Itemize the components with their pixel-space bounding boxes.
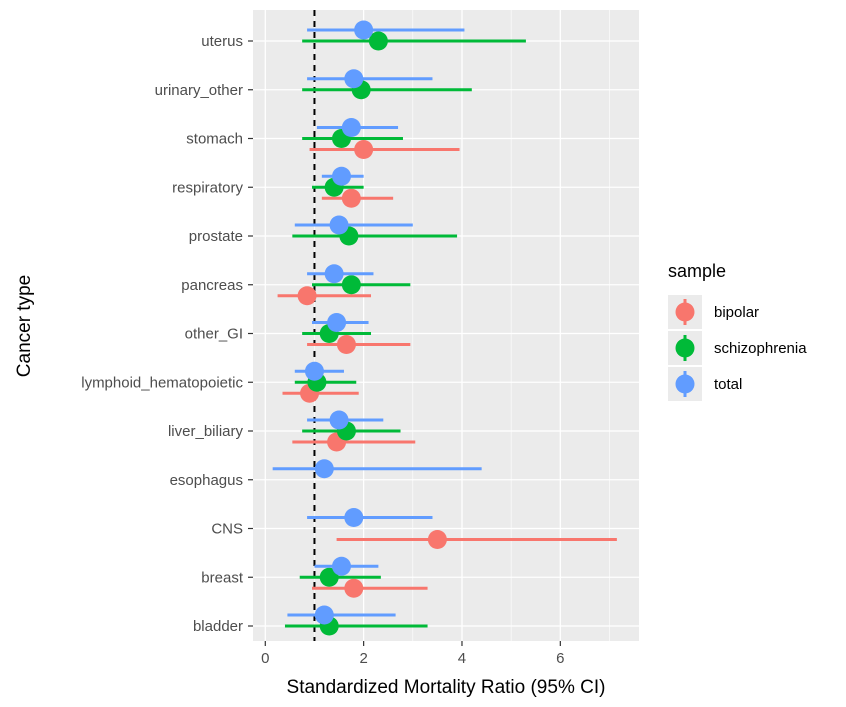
- legend-label-schizophrenia: schizophrenia: [714, 340, 807, 357]
- point-total-CNS: [344, 508, 364, 527]
- y-tick-label: urinary_other: [155, 82, 243, 99]
- y-tick-label: prostate: [189, 228, 243, 245]
- y-tick-label: CNS: [211, 521, 243, 538]
- plot-panel: [253, 10, 639, 641]
- legend-key-point: [675, 374, 695, 394]
- x-tick-label: 6: [556, 650, 564, 667]
- y-tick-label: other_GI: [185, 326, 243, 343]
- point-total-esophagus: [314, 459, 334, 479]
- point-bipolar-stomach: [354, 140, 374, 159]
- point-total-respiratory: [332, 166, 352, 186]
- point-total-pancreas: [324, 264, 344, 284]
- x-tick-label: 0: [261, 650, 269, 667]
- x-axis-title: Standardized Mortality Ratio (95% CI): [287, 677, 606, 698]
- series-bipolar: [277, 140, 617, 598]
- y-tick-label: liver_biliary: [168, 423, 244, 440]
- point-total-urinary_other: [344, 69, 364, 89]
- point-schizophrenia-pancreas: [341, 275, 361, 295]
- point-total-breast: [332, 556, 352, 576]
- point-total-liver_biliary: [329, 410, 349, 430]
- y-tick-label: stomach: [186, 131, 243, 148]
- point-total-uterus: [354, 20, 374, 40]
- legend-title: sample: [668, 261, 726, 281]
- x-tick-label: 4: [458, 650, 466, 667]
- series-total: [272, 20, 482, 625]
- x-axis: 0 2 4 6: [261, 641, 564, 667]
- y-tick-label: bladder: [193, 618, 243, 635]
- data-marks: [272, 20, 617, 636]
- y-tick-label: respiratory: [172, 179, 243, 196]
- y-tick-label: lymphoid_hematopoietic: [81, 374, 243, 391]
- y-tick-label: uterus: [201, 33, 243, 50]
- point-schizophrenia-uterus: [368, 31, 388, 51]
- y-axis-title: Cancer type: [14, 275, 35, 377]
- x-tick-label: 2: [359, 650, 367, 667]
- legend-label-bipolar: bipolar: [714, 304, 759, 321]
- point-bipolar-other_GI: [336, 335, 356, 354]
- point-bipolar-pancreas: [297, 286, 317, 306]
- legend-label-total: total: [714, 376, 742, 393]
- point-total-other_GI: [327, 313, 347, 332]
- point-schizophrenia-breast: [319, 567, 339, 587]
- point-total-stomach: [341, 118, 361, 137]
- y-tick-label: esophagus: [170, 472, 243, 489]
- legend-key-point: [675, 338, 695, 358]
- y-tick-label: breast: [201, 569, 244, 586]
- point-bipolar-breast: [344, 578, 364, 598]
- point-bipolar-CNS: [427, 530, 447, 549]
- point-bipolar-respiratory: [341, 188, 361, 208]
- y-tick-label: pancreas: [181, 277, 243, 294]
- point-total-lymphoid_hematopoietic: [304, 361, 324, 381]
- point-total-prostate: [329, 215, 349, 235]
- point-total-bladder: [314, 605, 334, 625]
- legend-key-point: [675, 302, 695, 322]
- legend: sample bipolar schizophrenia total: [668, 261, 807, 401]
